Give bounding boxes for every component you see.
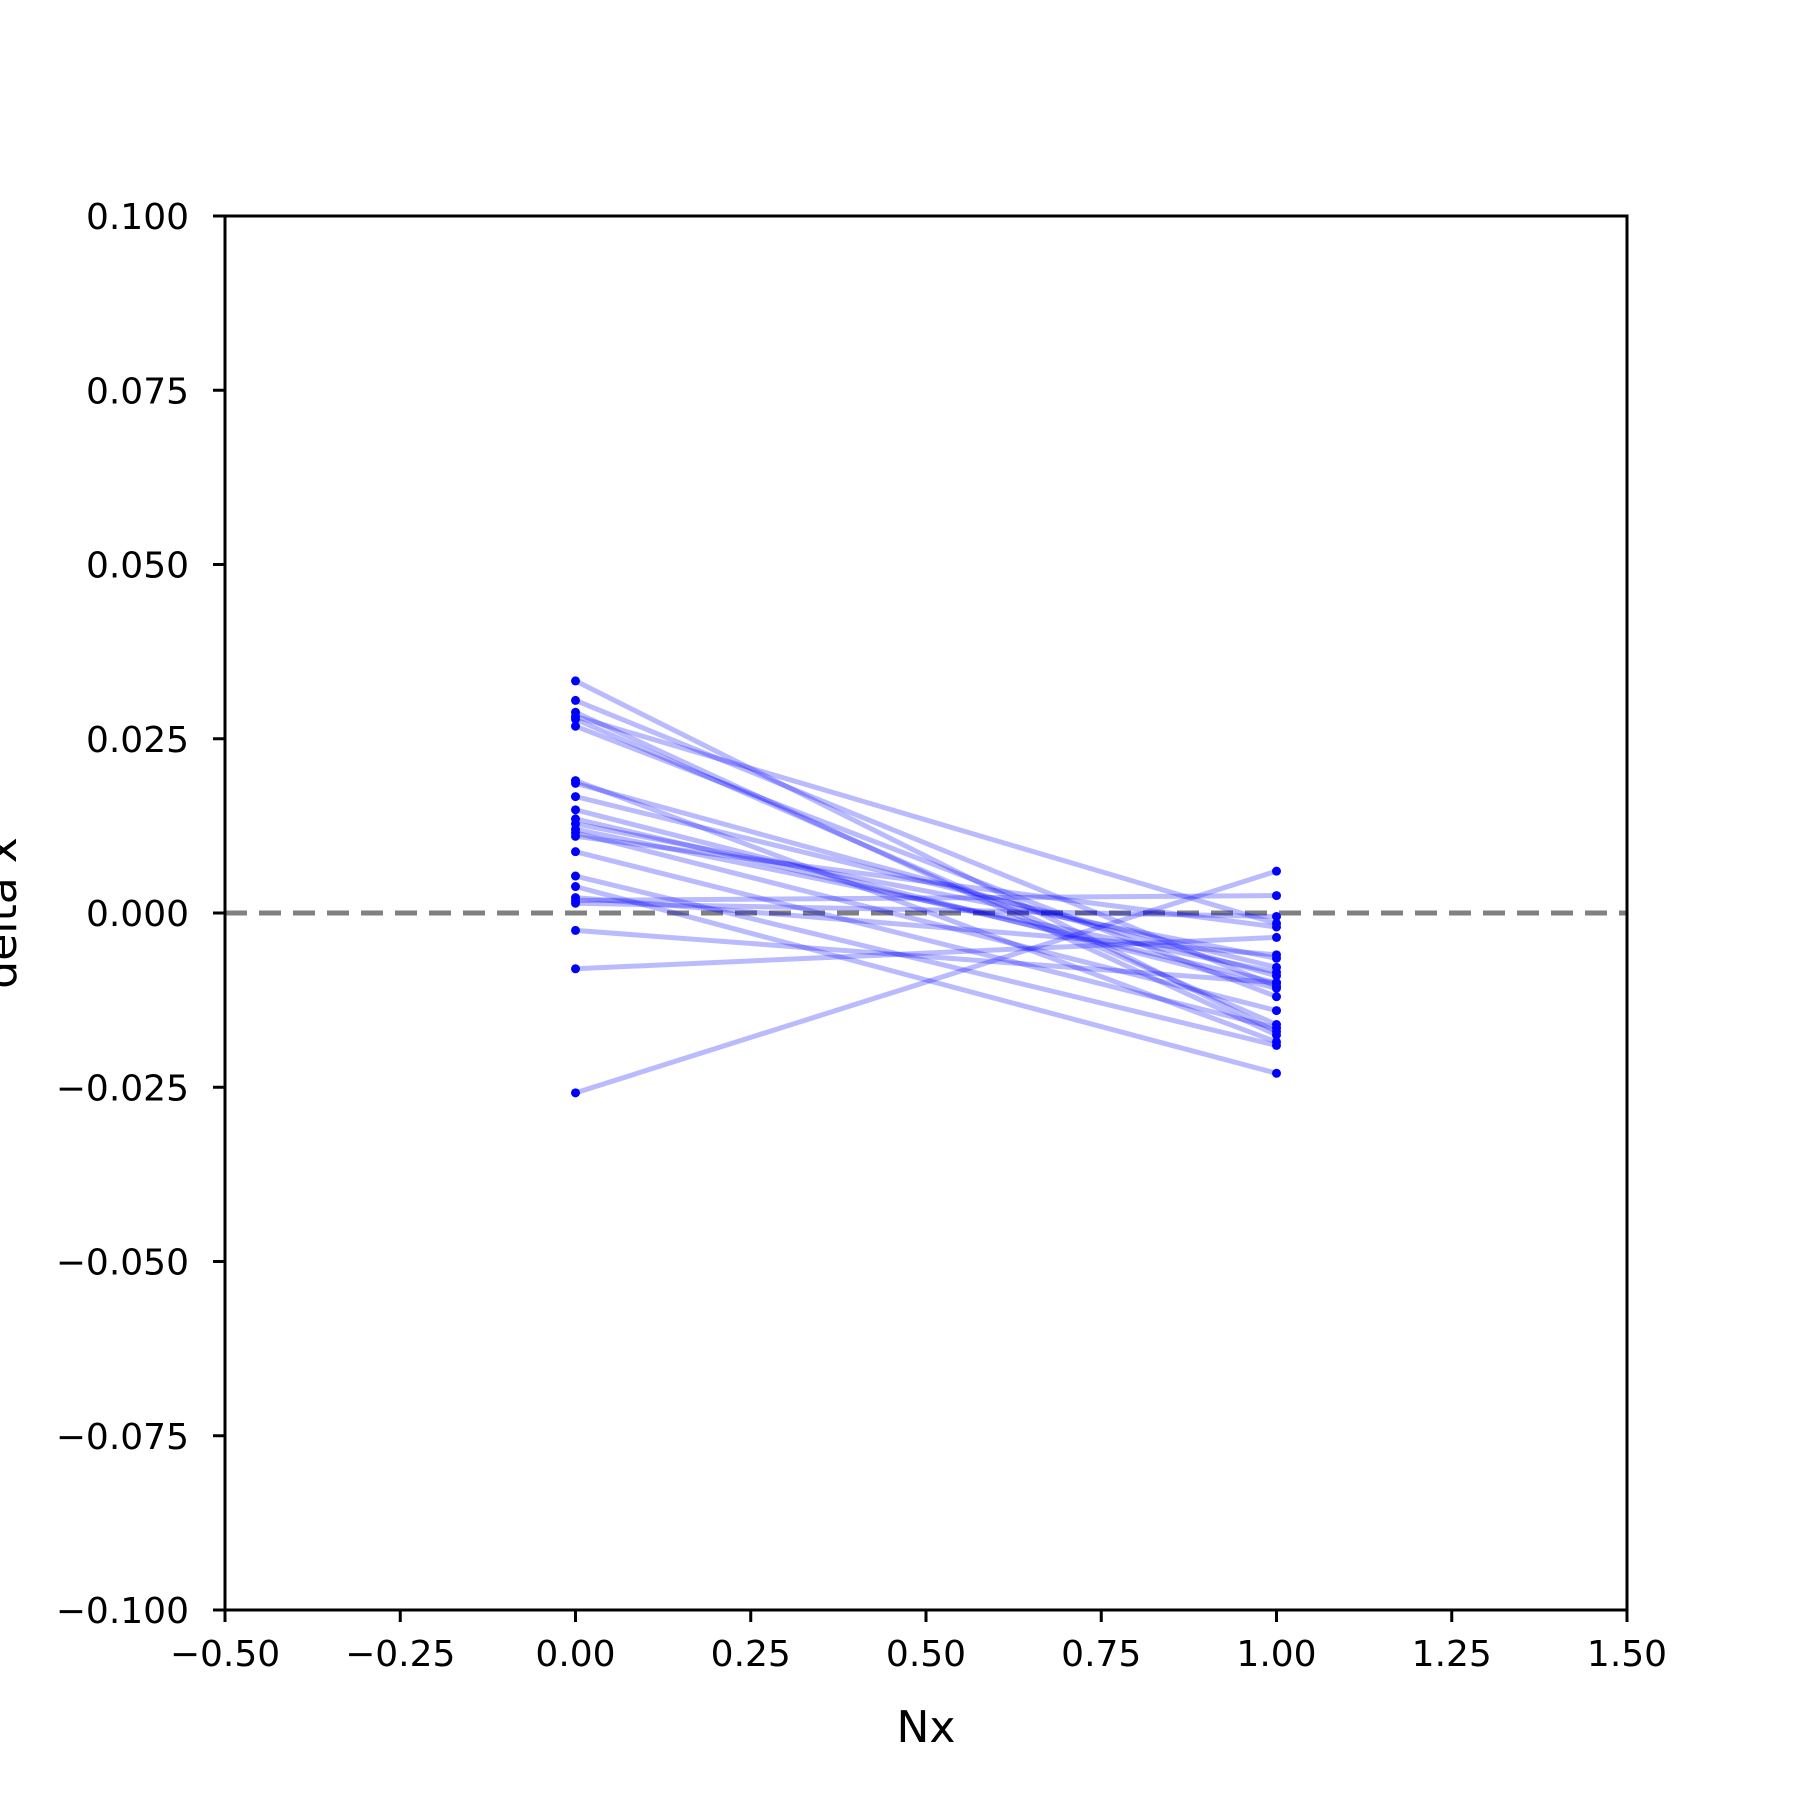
data-point-10-1	[571, 805, 580, 815]
series-line-2	[573, 697, 1279, 989]
series-line-15	[573, 833, 1279, 930]
series-line-6	[573, 723, 1279, 1000]
series-line-16	[573, 849, 1279, 1031]
series-line-19	[573, 895, 1279, 958]
series-line-23	[573, 934, 1279, 972]
series-line-20	[573, 893, 1279, 903]
data-point-19-2	[1272, 950, 1281, 960]
data-point-17-2	[1272, 1040, 1281, 1050]
data-point-22-1	[571, 925, 580, 935]
x-tick-label: 1.25	[1412, 1634, 1492, 1675]
data-point-2-1	[571, 695, 580, 705]
data-point-6-1	[571, 721, 580, 731]
data-point-16-2	[1272, 1023, 1281, 1033]
data-point-22-2	[1272, 978, 1281, 988]
series-line-18	[573, 884, 1279, 1076]
data-point-23-2	[1272, 932, 1281, 942]
data-point-21-2	[1272, 911, 1281, 921]
data-point-24-1	[571, 1088, 580, 1098]
data-point-18-2	[1272, 1068, 1281, 1078]
x-tick-label: 0.25	[711, 1634, 791, 1675]
data-point-18-1	[571, 882, 580, 892]
y-tick-label: 0.025	[86, 720, 189, 761]
data-point-17-1	[571, 871, 580, 881]
series-line-3	[573, 709, 1279, 1038]
x-tick-label: 0.00	[535, 1634, 615, 1675]
data-point-3-2	[1272, 1030, 1281, 1040]
series-line-7	[573, 778, 1279, 1045]
series-line-13	[573, 826, 1279, 975]
y-tick-label: −0.100	[56, 1591, 189, 1632]
series-line-17	[573, 873, 1279, 1048]
data-point-9-1	[571, 792, 580, 802]
series-line-22	[573, 927, 1279, 986]
y-tick-label: 0.075	[86, 371, 189, 412]
data-point-14-2	[1272, 1006, 1281, 1016]
x-tick-label: 0.75	[1061, 1634, 1141, 1675]
y-tick-label: 0.050	[86, 546, 189, 587]
series-line-12	[573, 821, 1279, 961]
data-point-6-2	[1272, 992, 1281, 1002]
x-tick-label: 1.50	[1587, 1634, 1667, 1675]
data-point-5-1	[571, 714, 580, 724]
y-tick-label: 0.000	[86, 894, 189, 935]
series-layer	[573, 678, 1279, 1096]
y-tick-label: −0.075	[56, 1417, 189, 1458]
data-point-15-1	[571, 831, 580, 841]
data-point-23-1	[571, 964, 580, 974]
x-tick-label: −0.50	[170, 1634, 280, 1675]
x-tick-label: −0.25	[345, 1634, 455, 1675]
y-tick-label: −0.050	[56, 1243, 189, 1284]
x-axis: −0.50 −0.25 0.00 0.25 0.50 0.75 1.00 1.25 1.50	[170, 1610, 1667, 1675]
marker-layer	[571, 676, 1281, 1098]
data-point-1-1	[571, 676, 580, 686]
series-line-21	[573, 900, 1279, 919]
y-axis-title: delta x	[0, 837, 27, 988]
data-point-16-1	[571, 847, 580, 857]
series-line-14	[573, 830, 1279, 1014]
data-point-24-2	[1272, 866, 1281, 876]
series-line-8	[573, 780, 1279, 979]
series-line-24	[573, 868, 1279, 1096]
series-line-1	[573, 678, 1279, 1034]
series-line-10	[573, 807, 1279, 991]
x-axis-title: Nx	[897, 1702, 956, 1753]
series-line-11	[573, 816, 1279, 986]
x-tick-label: 0.50	[886, 1634, 966, 1675]
series-line-9	[573, 794, 1279, 970]
x-tick-label: 1.00	[1236, 1634, 1316, 1675]
data-point-13-2	[1272, 967, 1281, 977]
series-line-4	[573, 713, 1279, 926]
y-axis: 0.100 0.075 0.050 0.025 0.000 −0.025 −0.050 −0.…	[56, 197, 225, 1632]
data-point-21-1	[571, 898, 580, 908]
data-point-8-1	[571, 778, 580, 788]
y-tick-label: −0.025	[56, 1068, 189, 1109]
y-tick-label: 0.100	[86, 197, 189, 238]
series-line-5	[573, 716, 1279, 1028]
data-point-20-2	[1272, 891, 1281, 901]
data-point-15-2	[1272, 922, 1281, 932]
